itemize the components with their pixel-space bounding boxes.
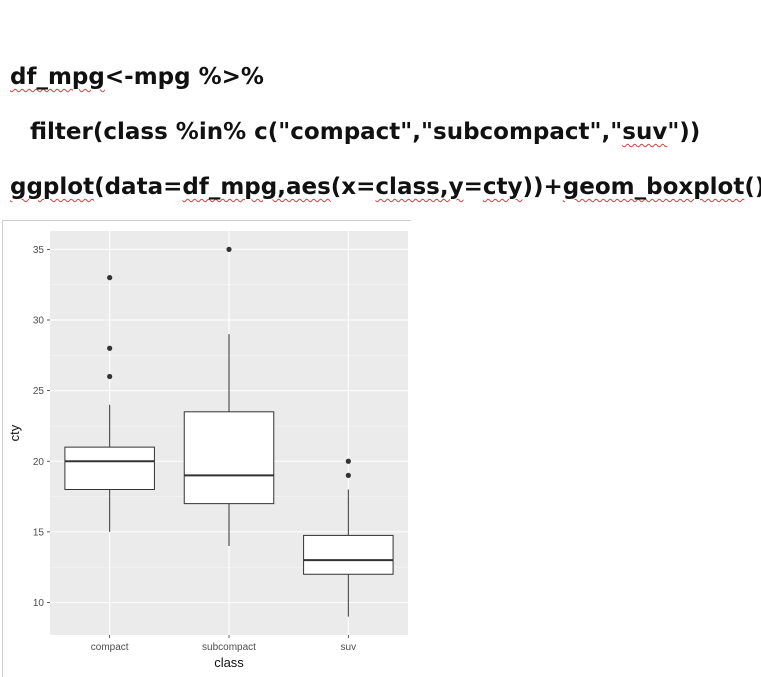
- code-line-1: df_mpg<-mpg %>%: [10, 64, 264, 90]
- code-token: ggplot: [10, 174, 95, 200]
- code-token: cty: [482, 174, 523, 200]
- outlier-point: [107, 373, 113, 380]
- outlier-point: [226, 246, 232, 252]
- code-token: (x=: [330, 174, 376, 200]
- box-iqr: [303, 534, 394, 575]
- code-token: (): [744, 174, 761, 200]
- code-token: ))+: [522, 174, 563, 200]
- code-line-3: ggplot(data=df_mpg,aes(x=class,y=cty))+g…: [10, 174, 761, 200]
- y-tick-label: 25: [33, 386, 45, 397]
- box-compact: [64, 275, 155, 532]
- code-token: ")): [667, 119, 701, 145]
- box-iqr: [64, 446, 155, 491]
- y-tick-label: 15: [33, 527, 45, 538]
- code-token: <-mpg %>%: [104, 64, 264, 90]
- code-token: geom_boxplot: [562, 174, 745, 200]
- outlier-point: [107, 275, 113, 281]
- box-subcompact: [183, 246, 275, 547]
- code-token: df_mpg: [10, 64, 105, 90]
- outlier-point: [107, 345, 113, 351]
- y-tick-label: 30: [33, 315, 45, 326]
- code-token: =: [463, 174, 483, 200]
- x-tick-label: subcompact: [202, 642, 256, 653]
- box-suv: [303, 458, 394, 617]
- y-tick-label: 20: [33, 457, 45, 468]
- y-axis-title: cty: [7, 424, 22, 441]
- code-token: df_mpg,aes: [182, 174, 331, 200]
- y-tick-label: 35: [33, 245, 45, 256]
- outlier-point: [345, 458, 351, 464]
- code-token: (data=: [94, 174, 183, 200]
- x-tick-label: suv: [341, 642, 357, 653]
- plot-frame: 10 15 20 25 30 35 compact subcompact suv class …: [2, 220, 411, 677]
- outlier-point: [345, 472, 351, 478]
- x-axis-title: class: [214, 655, 244, 670]
- x-tick-label: compact: [91, 642, 129, 653]
- code-line-2: filter(class %in% c("compact","subcompac…: [30, 119, 700, 145]
- code-token: filter(class %in% c("compact","subcompac…: [30, 119, 623, 145]
- code-token: class,y: [375, 174, 464, 200]
- y-tick-label: 10: [33, 598, 45, 609]
- code-token: suv: [622, 119, 668, 145]
- box-iqr: [183, 411, 275, 505]
